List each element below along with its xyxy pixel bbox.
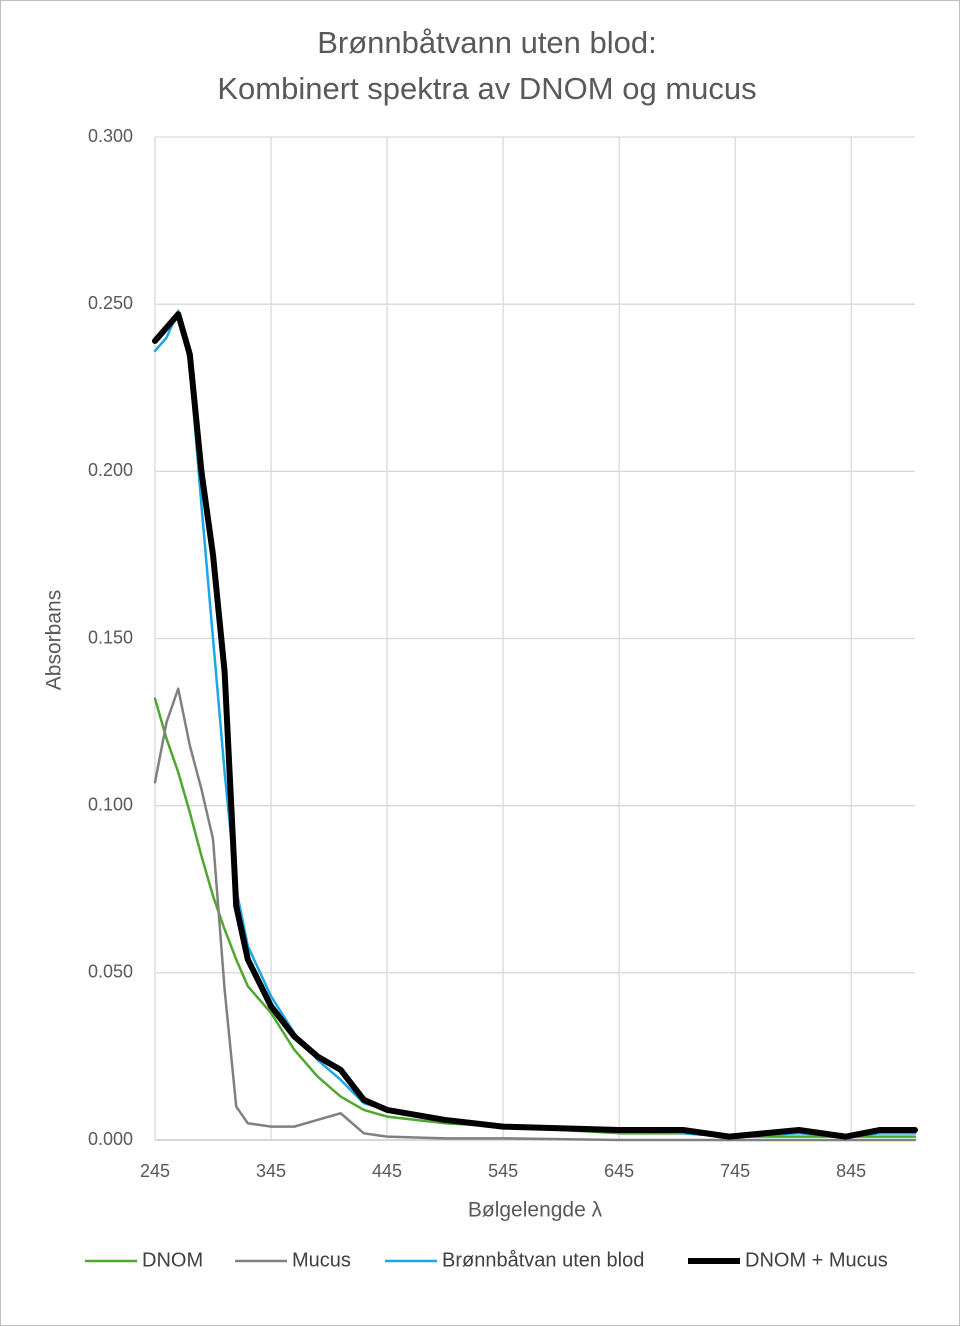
x-tick-label: 345 xyxy=(256,1161,286,1181)
y-tick-label: 0.250 xyxy=(88,293,133,313)
x-axis-title: Bølgelengde λ xyxy=(468,1199,603,1222)
legend-label: Mucus xyxy=(292,1249,351,1271)
series-line xyxy=(152,311,918,1140)
y-tick-label: 0.050 xyxy=(88,962,133,982)
y-tick-label: 0.300 xyxy=(88,126,133,146)
chart-title: Kombinert spektra av DNOM og mucus xyxy=(217,71,756,106)
y-tick-label: 0.150 xyxy=(88,627,133,647)
chart-title: Brønnbåtvann uten blod: xyxy=(317,25,657,60)
y-tick-label: 0.000 xyxy=(88,1129,133,1149)
legend-label: DNOM xyxy=(142,1249,203,1271)
x-tick-label: 445 xyxy=(372,1161,402,1181)
x-tick-label: 245 xyxy=(140,1161,170,1181)
y-tick-label: 0.200 xyxy=(88,460,133,480)
legend-label: DNOM + Mucus xyxy=(745,1249,888,1271)
legend-label: Brønnbåtvan uten blod xyxy=(442,1249,644,1271)
series-line xyxy=(153,687,917,1142)
x-tick-label: 745 xyxy=(720,1161,750,1181)
x-tick-label: 845 xyxy=(836,1161,866,1181)
x-tick-label: 645 xyxy=(604,1161,634,1181)
y-axis-title: Absorbans xyxy=(43,590,66,690)
x-tick-label: 545 xyxy=(488,1161,518,1181)
y-tick-label: 0.100 xyxy=(88,794,133,814)
